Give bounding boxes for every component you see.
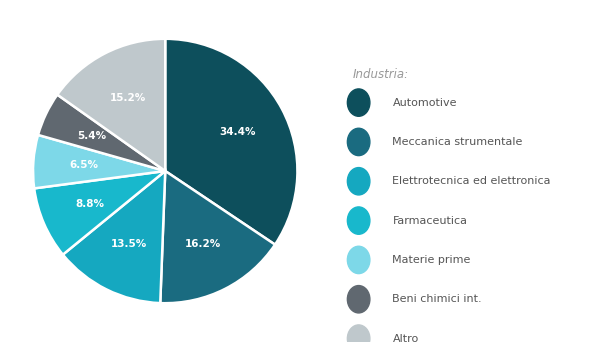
Text: 16.2%: 16.2% <box>184 239 220 249</box>
Text: Beni chimici int.: Beni chimici int. <box>392 294 482 304</box>
Text: 5.4%: 5.4% <box>76 131 106 141</box>
Wedge shape <box>165 39 297 245</box>
Wedge shape <box>33 135 165 188</box>
Text: Automotive: Automotive <box>392 97 457 108</box>
Wedge shape <box>160 171 275 303</box>
Circle shape <box>348 89 370 116</box>
Text: 15.2%: 15.2% <box>110 93 146 103</box>
Text: Farmaceutica: Farmaceutica <box>392 215 468 226</box>
Text: Elettrotecnica ed elettronica: Elettrotecnica ed elettronica <box>392 176 551 186</box>
Text: Meccanica strumentale: Meccanica strumentale <box>392 137 523 147</box>
Text: Industria:: Industria: <box>353 68 409 81</box>
Wedge shape <box>34 171 165 255</box>
Circle shape <box>348 168 370 195</box>
Text: Altro: Altro <box>392 333 419 342</box>
Circle shape <box>348 246 370 274</box>
Circle shape <box>348 207 370 234</box>
Text: 13.5%: 13.5% <box>111 239 147 249</box>
Wedge shape <box>38 95 165 171</box>
Text: 6.5%: 6.5% <box>69 160 98 170</box>
Wedge shape <box>58 39 165 171</box>
Circle shape <box>348 286 370 313</box>
Text: 34.4%: 34.4% <box>219 128 256 137</box>
Circle shape <box>348 128 370 156</box>
Wedge shape <box>63 171 165 303</box>
Text: Materie prime: Materie prime <box>392 255 471 265</box>
Text: 8.8%: 8.8% <box>75 199 105 209</box>
Circle shape <box>348 325 370 342</box>
